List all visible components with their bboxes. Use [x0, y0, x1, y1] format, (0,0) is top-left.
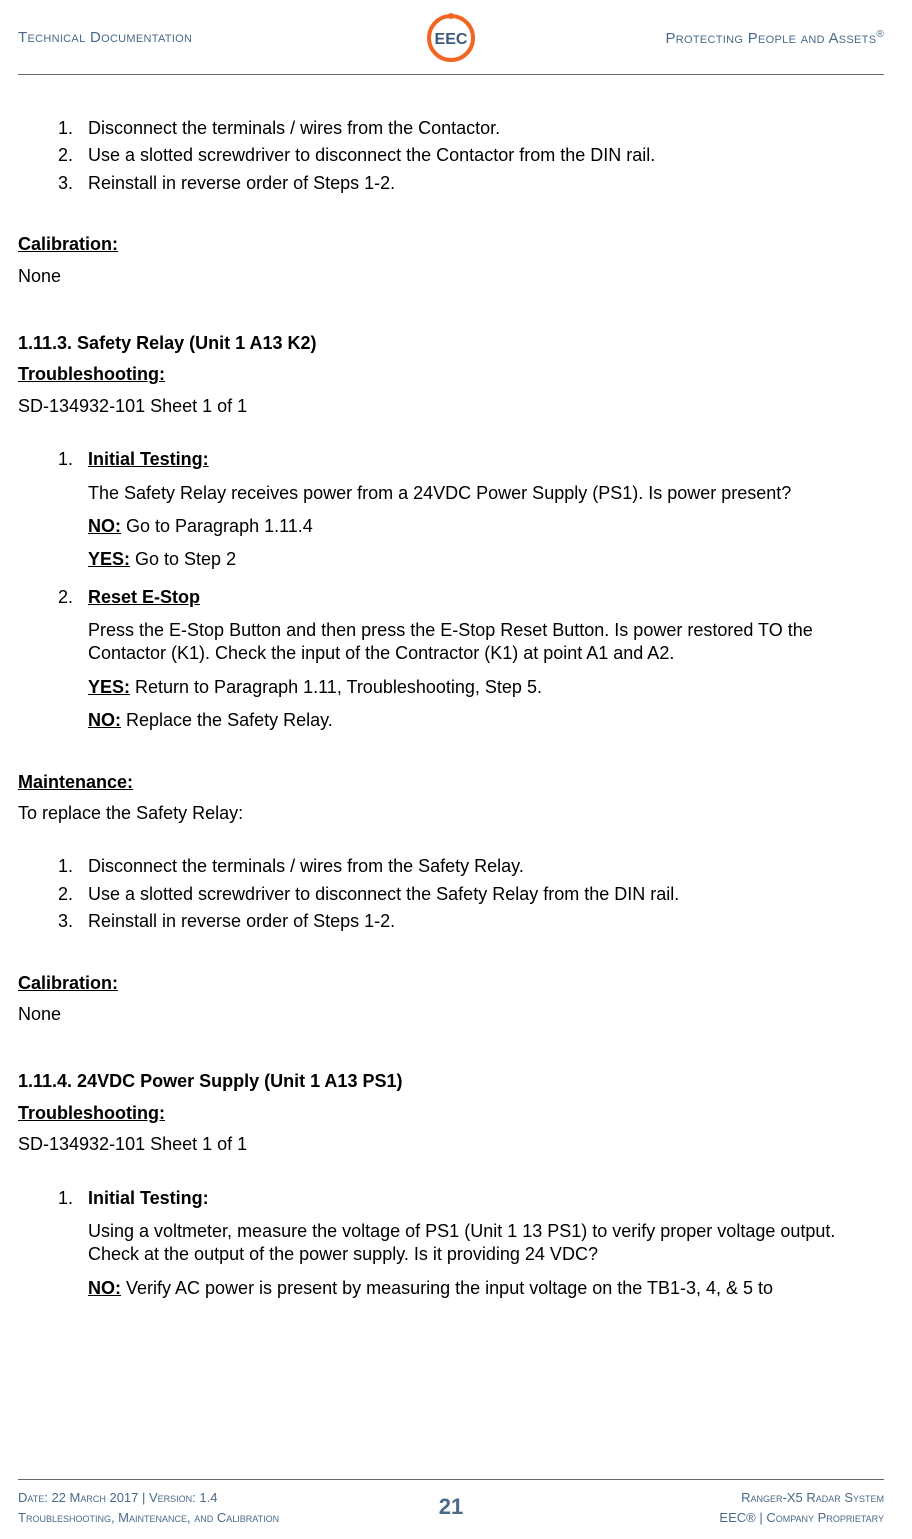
answer-label: YES:: [88, 677, 130, 697]
answer-text: Replace the Safety Relay.: [121, 710, 333, 730]
step-para: NO: Go to Paragraph 1.11.4: [88, 515, 884, 538]
maintenance-intro: To replace the Safety Relay:: [18, 802, 884, 825]
troubleshooting-steps: Initial Testing: Using a voltmeter, meas…: [18, 1187, 884, 1301]
page-footer: Date: 22 March 2017 | Version: 1.4 Troub…: [18, 1479, 884, 1527]
troubleshooting-heading: Troubleshooting:: [18, 363, 884, 386]
step-para: The Safety Relay receives power from a 2…: [88, 482, 884, 505]
answer-label: YES:: [88, 549, 130, 569]
calibration-body: None: [18, 265, 884, 288]
step-item: Initial Testing: The Safety Relay receiv…: [78, 448, 884, 572]
registered-mark: ®: [876, 29, 884, 40]
header-tagline: Protecting People and Assets: [665, 30, 876, 47]
answer-label: NO:: [88, 516, 121, 536]
svg-text:EEC: EEC: [435, 31, 468, 48]
list-item: Use a slotted screwdriver to disconnect …: [78, 144, 884, 167]
step-para: YES: Return to Paragraph 1.11, Troublesh…: [88, 676, 884, 699]
footer-date-version: Date: 22 March 2017 | Version: 1.4: [18, 1488, 421, 1508]
footer-system-name: Ranger-X5 Radar System: [481, 1488, 884, 1508]
maintenance-heading: Maintenance:: [18, 771, 884, 794]
answer-text: Go to Paragraph 1.11.4: [121, 516, 313, 536]
step-para: NO: Verify AC power is present by measur…: [88, 1277, 884, 1300]
calibration-body: None: [18, 1003, 884, 1026]
step-body: Using a voltmeter, measure the voltage o…: [88, 1220, 884, 1300]
step-item: Initial Testing: Using a voltmeter, meas…: [78, 1187, 884, 1301]
page-content: Disconnect the terminals / wires from th…: [18, 75, 884, 1479]
step-para: YES: Go to Step 2: [88, 548, 884, 571]
step-title: Reset E-Stop: [88, 587, 200, 607]
troubleshooting-steps: Initial Testing: The Safety Relay receiv…: [18, 448, 884, 733]
list-item: Reinstall in reverse order of Steps 1-2.: [78, 172, 884, 195]
answer-text: Go to Step 2: [130, 549, 236, 569]
answer-label: NO:: [88, 1278, 121, 1298]
list-item: Disconnect the terminals / wires from th…: [78, 117, 884, 140]
list-item: Disconnect the terminals / wires from th…: [78, 855, 884, 878]
troubleshooting-ref: SD-134932-101 Sheet 1 of 1: [18, 1133, 884, 1156]
footer-left: Date: 22 March 2017 | Version: 1.4 Troub…: [18, 1488, 421, 1527]
answer-text: Return to Paragraph 1.11, Troubleshootin…: [130, 677, 542, 697]
section-heading: 1.11.4. 24VDC Power Supply (Unit 1 A13 P…: [18, 1070, 884, 1093]
page-header: Technical Documentation EEC Protecting P…: [18, 12, 884, 75]
step-body: Press the E-Stop Button and then press t…: [88, 619, 884, 733]
step-title: Initial Testing:: [88, 1188, 209, 1208]
answer-text: Verify AC power is present by measuring …: [121, 1278, 773, 1298]
troubleshooting-ref: SD-134932-101 Sheet 1 of 1: [18, 395, 884, 418]
step-para: Using a voltmeter, measure the voltage o…: [88, 1220, 884, 1267]
header-right-text: Protecting People and Assets®: [477, 28, 884, 49]
footer-doc-title: Troubleshooting, Maintenance, and Calibr…: [18, 1508, 421, 1528]
document-page: Technical Documentation EEC Protecting P…: [0, 0, 912, 1539]
step-item: Reset E-Stop Press the E-Stop Button and…: [78, 586, 884, 733]
answer-label: NO:: [88, 710, 121, 730]
step-para: Press the E-Stop Button and then press t…: [88, 619, 884, 666]
eec-logo: EEC: [425, 12, 477, 64]
top-steps-list: Disconnect the terminals / wires from th…: [18, 117, 884, 195]
calibration-heading: Calibration:: [18, 233, 884, 256]
troubleshooting-heading: Troubleshooting:: [18, 1102, 884, 1125]
step-title: Initial Testing:: [88, 449, 209, 469]
footer-proprietary: EEC® | Company Proprietary: [481, 1508, 884, 1528]
calibration-heading: Calibration:: [18, 972, 884, 995]
header-left-text: Technical Documentation: [18, 28, 425, 48]
list-item: Reinstall in reverse order of Steps 1-2.: [78, 910, 884, 933]
page-number: 21: [421, 1493, 481, 1522]
step-body: The Safety Relay receives power from a 2…: [88, 482, 884, 572]
maintenance-steps-list: Disconnect the terminals / wires from th…: [18, 855, 884, 933]
step-para: NO: Replace the Safety Relay.: [88, 709, 884, 732]
footer-right: Ranger-X5 Radar System EEC® | Company Pr…: [481, 1488, 884, 1527]
list-item: Use a slotted screwdriver to disconnect …: [78, 883, 884, 906]
section-heading: 1.11.3. Safety Relay (Unit 1 A13 K2): [18, 332, 884, 355]
